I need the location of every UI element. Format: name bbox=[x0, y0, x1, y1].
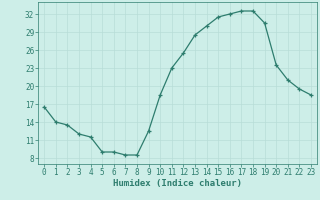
X-axis label: Humidex (Indice chaleur): Humidex (Indice chaleur) bbox=[113, 179, 242, 188]
